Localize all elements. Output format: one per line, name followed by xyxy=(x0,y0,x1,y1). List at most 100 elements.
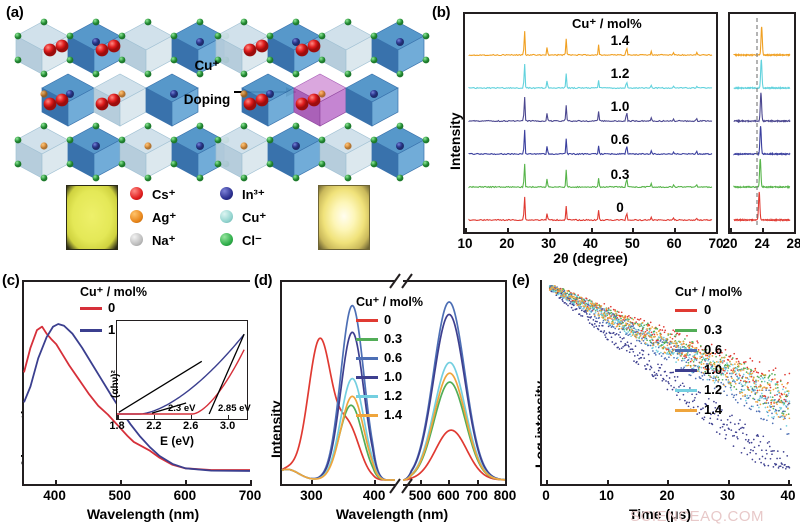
panel-e-point xyxy=(624,327,627,330)
panel-b-trace-0.3 xyxy=(468,163,713,189)
panel-e-point xyxy=(784,467,787,470)
panel-e-point xyxy=(580,309,583,312)
panel-e-point xyxy=(769,392,772,394)
panel-e-point xyxy=(720,368,723,371)
panel-e-point xyxy=(610,313,613,316)
panel-e-point xyxy=(657,350,659,353)
panel-e-point xyxy=(626,341,629,344)
panel-e-point xyxy=(759,378,762,380)
panel-e-point xyxy=(645,368,648,370)
panel-e-point xyxy=(719,372,722,375)
panel-e-point xyxy=(752,405,754,408)
panel-e-point xyxy=(656,328,659,330)
panel-e-point xyxy=(657,343,659,346)
panel-e-point xyxy=(563,290,566,292)
panel-e-point xyxy=(710,343,713,346)
panel-c-inset-tick xyxy=(227,415,230,419)
panel-e-point xyxy=(706,378,709,381)
panel-e-point xyxy=(732,396,735,399)
panel-e-point xyxy=(734,369,736,372)
panel-e-point xyxy=(567,298,570,301)
panel-e-point xyxy=(664,370,667,373)
panel-e-point xyxy=(601,321,604,324)
panel-e-point xyxy=(604,310,606,313)
panel-d-x-tick xyxy=(374,480,377,486)
panel-e-point xyxy=(681,382,684,385)
panel-e-point xyxy=(744,367,746,370)
panel-e-point xyxy=(625,332,627,334)
panel-e: (e) Log intensity Cu⁺ / mol% 00.30.61.01… xyxy=(510,268,800,530)
panel-e-point xyxy=(670,371,673,374)
panel-e-point xyxy=(648,324,651,327)
panel-e-point xyxy=(667,353,670,356)
panel-e-point xyxy=(744,361,747,363)
panel-e-point xyxy=(567,290,569,293)
panel-e-point xyxy=(773,415,775,418)
panel-e-point xyxy=(747,368,750,370)
panel-e-point xyxy=(766,442,769,444)
panel-b-zoom-trace-0.3 xyxy=(733,158,791,190)
panel-e-point xyxy=(737,370,740,372)
panel-d-bottom-break-icon xyxy=(389,478,413,494)
panel-e-point xyxy=(683,385,685,388)
panel-e-point xyxy=(716,418,719,420)
panel-e-point xyxy=(689,387,691,389)
panel-e-point xyxy=(755,381,757,383)
panel-e-point xyxy=(699,352,702,355)
panel-e-point xyxy=(665,380,667,382)
panel-e-point xyxy=(612,323,615,326)
panel-e-point xyxy=(667,381,670,383)
panel-c-inset-baseline-1-0 xyxy=(151,402,187,414)
panel-e-point xyxy=(703,416,706,419)
panel-e-point xyxy=(721,356,723,359)
panel-e-point xyxy=(730,363,733,366)
panel-e-point xyxy=(585,299,588,301)
panel-c-inset-ticklabel: 1.8 xyxy=(109,420,125,432)
panel-e-point xyxy=(686,401,688,404)
panel-e-point xyxy=(705,404,708,407)
panel-e-point xyxy=(612,326,615,328)
panel-e-point xyxy=(780,407,783,409)
panel-e-point xyxy=(742,367,745,370)
panel-e-point xyxy=(737,422,740,425)
panel-e-point xyxy=(740,388,743,391)
panel-e-point xyxy=(657,346,660,349)
panel-e-point xyxy=(765,398,768,400)
panel-e-point xyxy=(768,405,771,407)
panel-b-zoom-trace-1.0 xyxy=(733,92,791,124)
panel-e-point xyxy=(713,370,715,372)
panel-e-point xyxy=(614,310,617,313)
panel-e-point xyxy=(660,351,662,354)
panel-e-point xyxy=(646,322,649,325)
panel-e-point xyxy=(702,362,705,365)
panel-e-point xyxy=(578,313,581,315)
panel-e-point xyxy=(756,401,759,403)
panel-e-point xyxy=(784,410,786,413)
panel-e-point xyxy=(782,451,785,453)
panel-e-point xyxy=(677,391,680,393)
panel-e-point xyxy=(713,387,716,390)
panel-e-point xyxy=(704,368,707,370)
panel-e-point xyxy=(555,292,558,294)
panel-c-label: (c) xyxy=(2,272,20,289)
panel-e-point xyxy=(620,311,623,314)
panel-e-legend-label-0.3: 0.3 xyxy=(704,322,723,337)
panel-e-point xyxy=(760,396,762,399)
panel-e-point xyxy=(726,418,729,421)
panel-e-point xyxy=(558,290,561,293)
panel-e-point xyxy=(707,374,710,377)
panel-e-point xyxy=(603,308,606,310)
panel-e-point xyxy=(632,325,635,327)
panel-e-point xyxy=(788,466,791,469)
panel-e-point xyxy=(693,355,696,358)
panel-e-point xyxy=(638,325,641,328)
panel-e-point xyxy=(728,428,730,431)
panel-e-point xyxy=(713,412,716,415)
panel-e-point xyxy=(649,336,651,338)
panel-c-inset-tick xyxy=(117,415,119,419)
panel-e-point xyxy=(639,334,642,337)
panel-e-point xyxy=(687,405,690,408)
panel-e-point xyxy=(633,360,635,362)
panel-e-point xyxy=(620,317,622,320)
panel-e-point xyxy=(568,293,571,296)
